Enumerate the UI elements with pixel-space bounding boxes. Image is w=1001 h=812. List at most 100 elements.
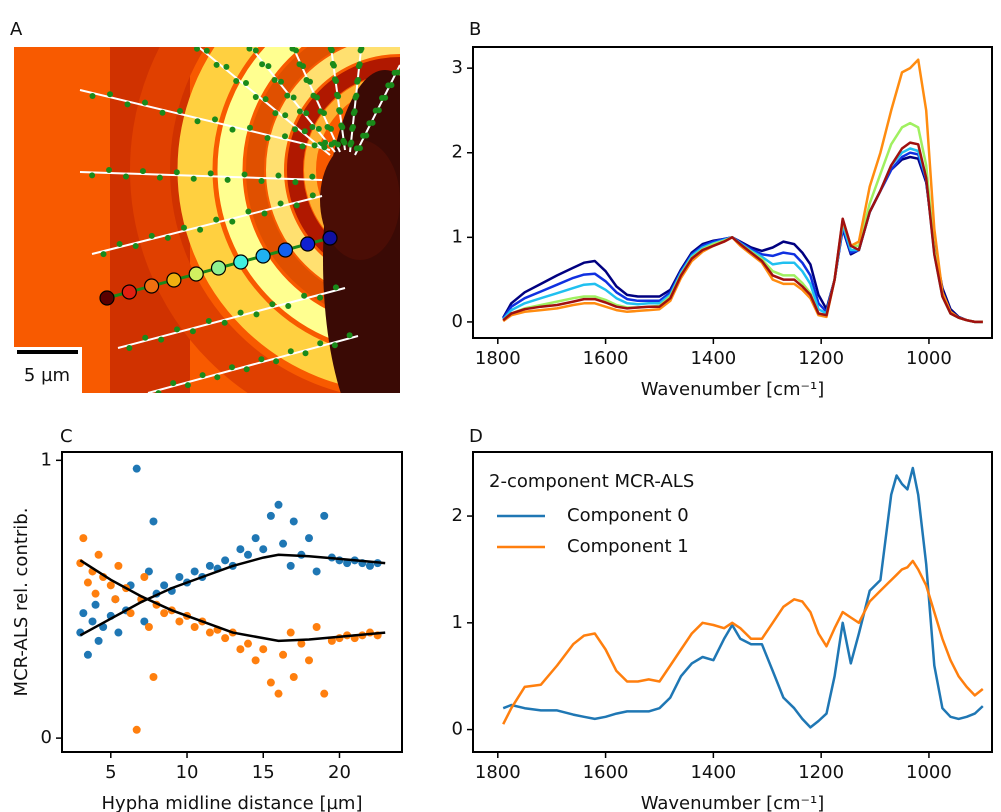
scatter-point — [305, 534, 313, 542]
y-tick-label: 0 — [452, 719, 463, 740]
fit-line — [80, 555, 385, 636]
ray-dot — [292, 126, 298, 132]
ray-dot — [265, 135, 271, 141]
scatter-point — [175, 573, 183, 581]
scatter-point — [221, 556, 229, 564]
ray-dot — [259, 178, 265, 184]
spectrum-line — [503, 149, 983, 322]
ray-dot — [190, 328, 196, 334]
ray-dot — [282, 133, 288, 139]
ray-dot — [317, 295, 323, 301]
ray-dot — [158, 337, 164, 343]
ray-dot — [214, 62, 220, 68]
ray-dot — [272, 77, 278, 83]
ray-dot — [354, 145, 360, 151]
ray-dot — [321, 110, 327, 116]
spectrum-line — [503, 561, 983, 724]
ray-dot — [282, 112, 288, 118]
legend-label: Component 0 — [567, 505, 689, 526]
scale-bar-label: 5 µm — [24, 365, 70, 386]
scatter-point — [259, 645, 267, 653]
scatter-point — [191, 567, 199, 575]
scatter-point — [313, 623, 321, 631]
ray-dot — [206, 318, 212, 324]
ray-dot — [238, 310, 244, 316]
ray-dot — [349, 126, 355, 132]
scatter-point — [236, 645, 244, 653]
ray-dot — [208, 170, 214, 176]
ray-dot — [333, 78, 339, 84]
ray-dot — [262, 211, 268, 217]
ray-dot — [259, 61, 265, 67]
scatter-point — [79, 609, 87, 617]
ray-dot — [301, 293, 307, 299]
panel-label: A — [10, 19, 23, 40]
midline-point — [234, 255, 248, 269]
spectrum-line — [503, 60, 983, 322]
scatter-point — [145, 623, 153, 631]
ray-dot — [360, 133, 366, 139]
ray-dot — [247, 46, 253, 52]
scatter-point — [320, 690, 328, 698]
ray-dot — [312, 142, 318, 148]
ray-dot — [316, 126, 322, 132]
ray-dot — [317, 340, 323, 346]
ray-dot — [272, 110, 278, 116]
scatter-point — [84, 579, 92, 587]
scatter-point — [111, 595, 119, 603]
ray-dot — [126, 345, 132, 351]
ray-dot — [366, 120, 372, 126]
scatter-point — [114, 562, 122, 570]
scatter-point — [305, 656, 313, 664]
ray-dot — [275, 173, 281, 179]
scatter-point — [236, 545, 244, 553]
ray-dot — [222, 320, 228, 326]
ray-dot — [379, 95, 385, 101]
y-tick-label: 1 — [452, 226, 463, 247]
scatter-point — [88, 617, 96, 625]
ray-dot — [333, 284, 339, 290]
ray-dot — [310, 192, 316, 198]
ray-dot — [263, 96, 269, 102]
legend-label: Component 1 — [567, 536, 689, 557]
legend-title: 2-component MCR-ALS — [489, 471, 694, 492]
x-tick-label: 1200 — [798, 762, 844, 783]
ray-dot — [310, 124, 316, 130]
ray-dot — [292, 179, 298, 185]
scatter-point — [95, 637, 103, 645]
ray-dot — [149, 233, 155, 239]
scatter-point — [244, 640, 252, 648]
ray-dot — [347, 142, 353, 148]
scatter-point — [149, 673, 157, 681]
ray-dot — [223, 64, 229, 70]
ray-dot — [244, 366, 250, 372]
scatter-point — [95, 551, 103, 559]
ray-dot — [214, 374, 220, 380]
scatter-point — [92, 590, 100, 598]
y-tick-label: 3 — [452, 57, 463, 78]
plot-frame — [473, 452, 992, 752]
ray-dot — [303, 350, 309, 356]
x-tick-label: 5 — [105, 762, 116, 783]
ray-dot — [160, 110, 166, 116]
ray-dot — [307, 79, 313, 85]
ray-dot — [133, 243, 139, 249]
scatter-point — [290, 673, 298, 681]
ray-dot — [300, 63, 306, 69]
midline-point — [145, 279, 159, 293]
ray-dot — [347, 332, 353, 338]
ray-dot — [253, 47, 259, 53]
midline-point — [122, 285, 136, 299]
ray-dot — [258, 356, 264, 362]
scatter-point — [79, 534, 87, 542]
ray-dot — [331, 63, 337, 69]
midline-point — [100, 291, 114, 305]
ray-dot — [294, 202, 300, 208]
scatter-point — [221, 634, 229, 642]
x-axis-label: Hypha midline distance [µm] — [102, 793, 363, 812]
ray-dot — [213, 217, 219, 223]
ray-dot — [335, 93, 341, 99]
midline-point — [278, 243, 292, 257]
ray-dot — [265, 63, 271, 69]
ray-dot — [117, 241, 123, 247]
